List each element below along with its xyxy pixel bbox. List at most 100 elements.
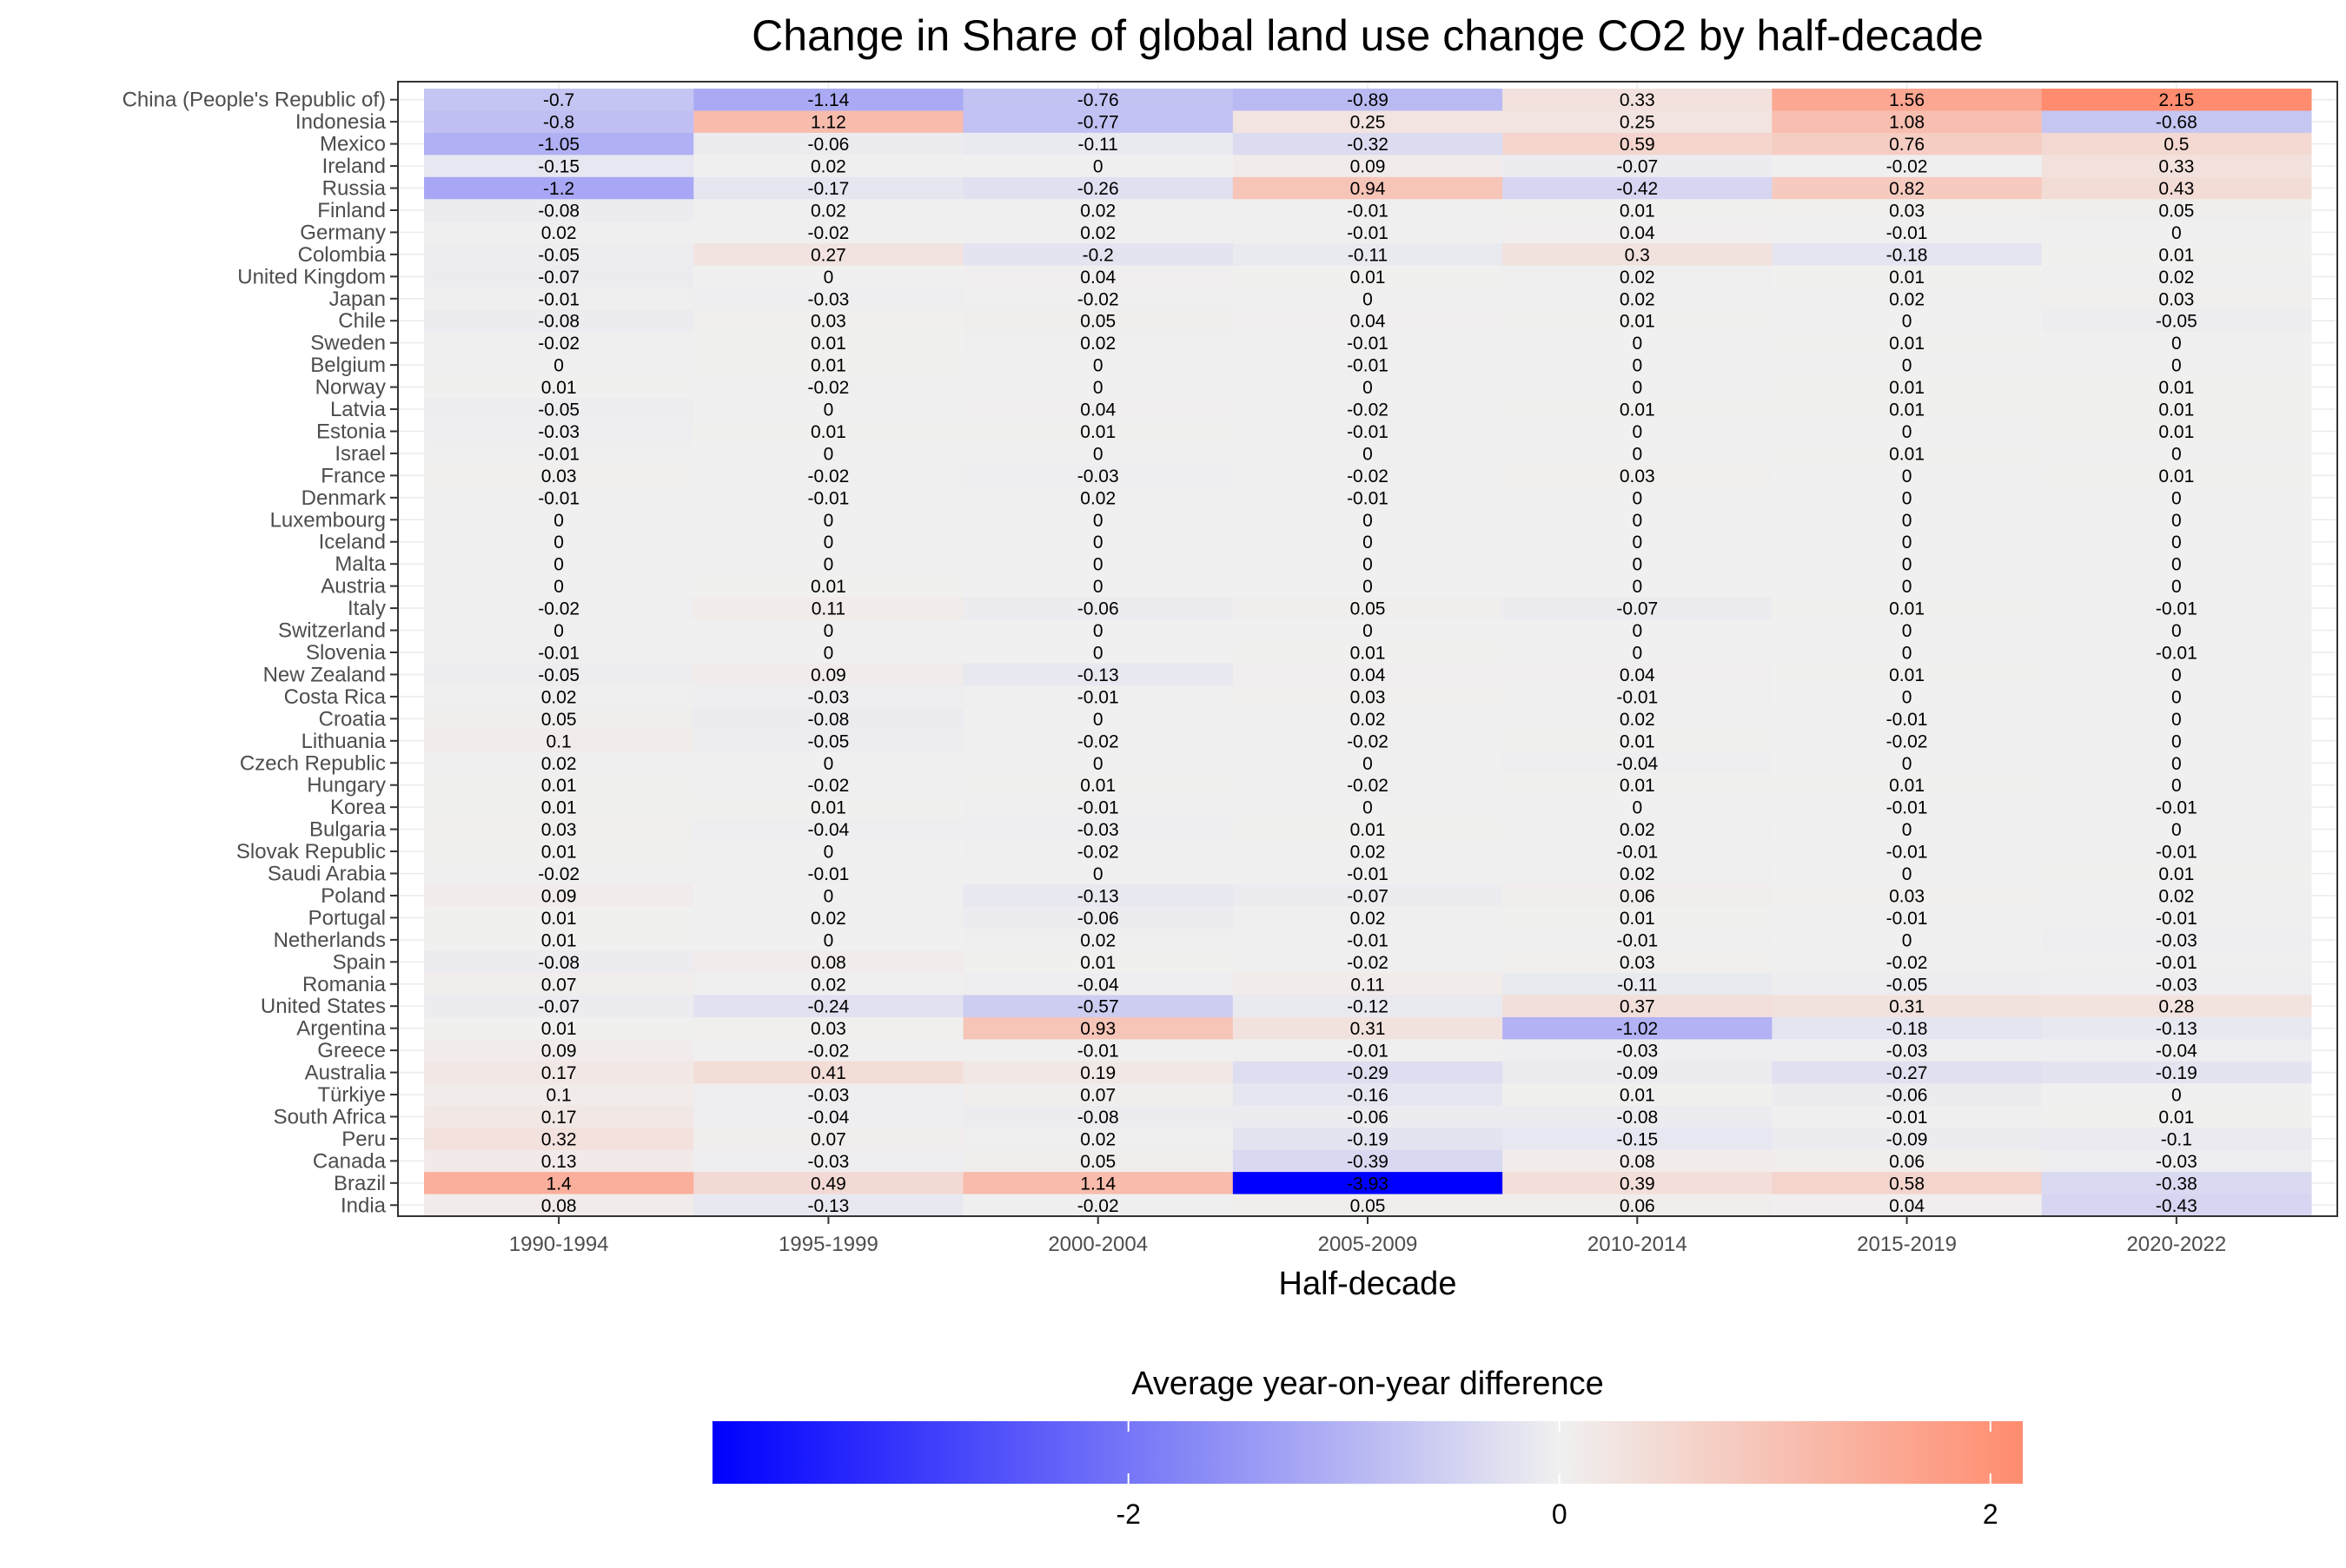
cell-value-label: -0.13 <box>2156 1019 2197 1039</box>
heatmap-cell <box>693 1128 964 1151</box>
heatmap-cell <box>693 641 964 665</box>
cell-value-label: -0.12 <box>1347 997 1388 1017</box>
color-legend: Average year-on-year difference -2 0 2 <box>712 1366 2023 1530</box>
heatmap-cell <box>963 309 1234 333</box>
heatmap-cell <box>693 1061 964 1084</box>
cell-value-label: -0.57 <box>1077 997 1119 1017</box>
heatmap-cell <box>2041 288 2312 311</box>
cell-value-label: 0 <box>1093 356 1103 376</box>
cell-value-label: 0 <box>1093 511 1103 531</box>
heatmap-cell <box>693 751 964 775</box>
heatmap-cell <box>693 574 964 598</box>
cell-value-label: 0.01 <box>2158 378 2194 398</box>
cell-value-label: -0.01 <box>1347 422 1388 442</box>
heatmap-cell <box>1502 817 1773 841</box>
cell-value-label: -0.05 <box>538 400 580 420</box>
heatmap-cell <box>693 840 964 863</box>
heatmap-cell <box>1502 751 1773 775</box>
cell-value-label: 0.94 <box>1350 179 1386 199</box>
cell-value-label: 0.01 <box>1889 599 1925 619</box>
cell-value-label: -0.39 <box>1347 1152 1388 1172</box>
cell-value-label: 0.07 <box>541 975 577 995</box>
heatmap-cell <box>693 1149 964 1173</box>
heatmap-cell <box>1232 817 1503 841</box>
y-tick-label: Peru <box>341 1128 386 1151</box>
heatmap-cell <box>963 950 1234 974</box>
cell-value-label: 0.02 <box>811 157 846 177</box>
cell-value-label: 0.01 <box>541 776 577 796</box>
x-tick-label: 1995-1999 <box>779 1233 878 1256</box>
cell-value-label: 0 <box>1902 533 1912 552</box>
legend-tick-label: -2 <box>1116 1499 1140 1530</box>
heatmap-cell <box>2041 773 2312 797</box>
cell-value-label: -0.07 <box>538 997 580 1017</box>
cell-value-label: -0.04 <box>1616 754 1658 774</box>
cell-value-label: 0 <box>553 356 564 376</box>
cell-value-label: 0 <box>824 533 834 552</box>
cell-value-label: 0.02 <box>1620 864 1655 884</box>
heatmap-cell <box>1502 1083 1773 1107</box>
heatmap-cell <box>424 132 694 155</box>
heatmap-cell <box>1232 1039 1503 1062</box>
heatmap-cell <box>1772 309 2043 333</box>
heatmap-cell <box>2041 442 2312 466</box>
heatmap-cell <box>1232 574 1503 598</box>
heatmap-cell <box>693 265 964 288</box>
x-axis: 1990-1994 1995-1999 2000-2004 2005-2009 2010… <box>509 1216 2226 1256</box>
cell-value-label: 0 <box>2171 731 2182 751</box>
y-tick-label: Saudi Arabia <box>268 863 387 886</box>
heatmap-cell <box>963 110 1234 134</box>
cell-value-label: -0.01 <box>1347 864 1388 884</box>
y-tick-label: Israel <box>335 442 386 466</box>
cell-value-label: 0 <box>1362 378 1373 398</box>
heatmap-cell <box>424 574 694 598</box>
heatmap-cell <box>1502 221 1773 244</box>
cell-value-label: -0.24 <box>807 997 849 1017</box>
cell-value-label: 0.19 <box>1080 1063 1116 1083</box>
cell-value-label: 1.12 <box>811 113 846 133</box>
heatmap-cell <box>693 176 964 200</box>
cell-value-label: 0 <box>824 511 834 531</box>
cell-value-label: -0.03 <box>1077 820 1119 840</box>
cell-value-label: -0.77 <box>1077 113 1119 133</box>
heatmap-cell <box>1232 597 1503 620</box>
cell-value-label: -0.08 <box>1616 1108 1658 1128</box>
heatmap-cell <box>2041 597 2312 620</box>
cell-value-label: -0.01 <box>2156 909 2197 929</box>
heatmap-cell <box>1502 995 1773 1018</box>
y-axis: China (People's Republic of)IndonesiaMex… <box>123 89 398 1217</box>
heatmap-cell <box>1232 707 1503 731</box>
heatmap-cell <box>963 707 1234 731</box>
cell-value-label: -0.01 <box>1886 909 1928 929</box>
heatmap-cell <box>1232 375 1503 399</box>
heatmap-cell <box>693 309 964 333</box>
cell-value-label: 0.04 <box>1080 400 1116 420</box>
heatmap-cell <box>1232 1105 1503 1128</box>
heatmap-cell <box>1232 464 1503 487</box>
y-tick-label: Austria <box>321 575 386 599</box>
heatmap-cell <box>1232 110 1503 134</box>
y-tick-label: Luxembourg <box>270 508 386 532</box>
cell-value-label: -0.02 <box>1347 466 1388 486</box>
cell-value-label: -0.01 <box>538 488 580 508</box>
heatmap-cell <box>1502 288 1773 311</box>
heatmap-cell <box>424 884 694 908</box>
heatmap-cell <box>2041 531 2312 553</box>
cell-value-label: 0.58 <box>1889 1174 1925 1194</box>
heatmap-cell <box>2041 840 2312 863</box>
heatmap-cell <box>963 552 1234 576</box>
cell-value-label: 0 <box>1362 511 1373 531</box>
heatmap-cell <box>1232 1016 1503 1040</box>
heatmap-cell <box>963 375 1234 399</box>
heatmap-cell <box>1772 597 2043 620</box>
cell-value-label: 0 <box>1093 555 1103 575</box>
heatmap-cell <box>963 1061 1234 1084</box>
heatmap-cell <box>2041 89 2312 111</box>
heatmap-cell <box>1772 132 2043 155</box>
heatmap-cell <box>1502 89 1773 111</box>
cell-value-label: -0.01 <box>1077 1042 1119 1062</box>
heatmap-cell <box>1772 1172 2043 1195</box>
y-tick-label: Germany <box>300 221 386 244</box>
cell-value-label: 0 <box>2171 710 2182 730</box>
cell-value-label: 0 <box>824 886 834 906</box>
